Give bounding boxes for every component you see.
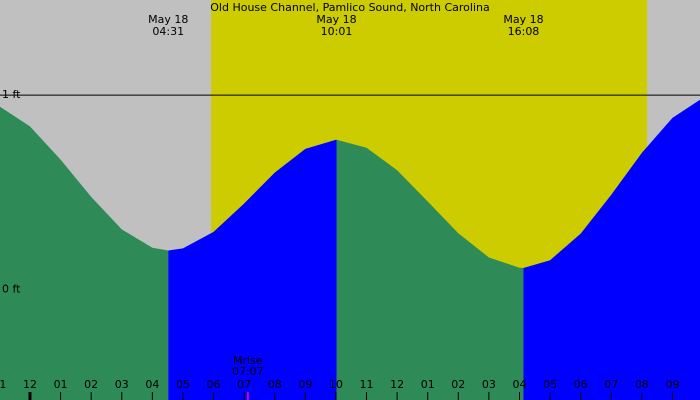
x-tick-label: 09 bbox=[665, 378, 679, 391]
x-tick-label: 08 bbox=[268, 378, 282, 391]
x-tick-label: 06 bbox=[207, 378, 221, 391]
x-tick-label: 03 bbox=[115, 378, 129, 391]
x-tick-label: 05 bbox=[543, 378, 557, 391]
extreme-time: 04:31 bbox=[152, 25, 184, 38]
x-tick-label: 06 bbox=[574, 378, 588, 391]
x-tick-label: 08 bbox=[635, 378, 649, 391]
x-tick-label: 11 bbox=[360, 378, 374, 391]
x-tick-label: 02 bbox=[451, 378, 465, 391]
x-tick-label: 07 bbox=[604, 378, 618, 391]
tide-area bbox=[0, 106, 169, 400]
x-tick-label: 05 bbox=[176, 378, 190, 391]
x-tick-label: 11 bbox=[0, 378, 6, 391]
y-tick-label: 0 ft bbox=[2, 282, 21, 295]
x-tick-label: 02 bbox=[84, 378, 98, 391]
tide-area bbox=[523, 99, 700, 400]
tide-area bbox=[168, 139, 337, 400]
extreme-time: 16:08 bbox=[508, 25, 540, 38]
y-tick-label: 1 ft bbox=[2, 88, 21, 101]
x-tick-label: 10 bbox=[329, 378, 343, 391]
x-tick-label: 01 bbox=[421, 378, 435, 391]
extreme-date: May 18 bbox=[503, 13, 543, 26]
extreme-date: May 18 bbox=[148, 13, 188, 26]
x-tick-label: 07 bbox=[237, 378, 251, 391]
moonrise-label: Mrise bbox=[233, 354, 263, 367]
x-tick-label: 04 bbox=[145, 378, 159, 391]
extreme-time: 10:01 bbox=[321, 25, 353, 38]
tide-area bbox=[336, 139, 524, 400]
x-tick-label: 03 bbox=[482, 378, 496, 391]
x-tick-label: 01 bbox=[54, 378, 68, 391]
chart-title: Old House Channel, Pamlico Sound, North … bbox=[210, 1, 489, 14]
moonrise-time: 07:07 bbox=[232, 365, 264, 378]
extreme-date: May 18 bbox=[316, 13, 356, 26]
x-tick-label: 04 bbox=[512, 378, 526, 391]
x-tick-label: 12 bbox=[23, 378, 37, 391]
x-tick-label: 12 bbox=[390, 378, 404, 391]
x-tick-label: 09 bbox=[298, 378, 312, 391]
